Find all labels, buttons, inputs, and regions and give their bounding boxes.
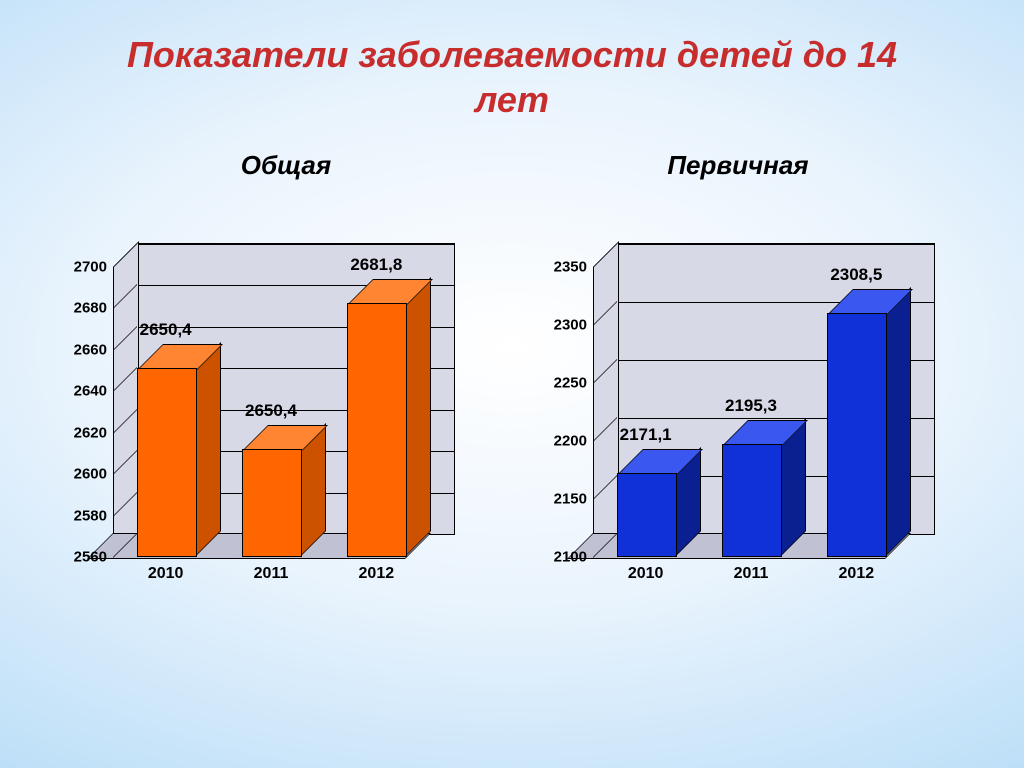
bar-side [195,342,221,557]
x-tick-label: 2010 [628,557,664,583]
bar: 2650,4 [242,451,300,557]
bar: 2195,3 [722,446,780,557]
y-tick-label: 2300 [537,317,593,334]
charts-row: 256025802600262026402660268027002650,420… [0,221,1024,601]
bar-value-label: 2171,1 [620,425,672,445]
x-tick-label: 2012 [359,557,395,583]
y-tick-label: 2200 [537,433,593,450]
y-tick-label: 2580 [57,507,113,524]
bar-value-label: 2650,4 [245,401,297,421]
x-tick-label: 2010 [148,557,184,583]
page-title: Показатели заболеваемости детей до 14 ле… [0,0,1024,122]
y-tick-label: 2660 [57,341,113,358]
chart-total: 256025802600262026402660268027002650,420… [57,221,487,601]
bar-value-label: 2681,8 [350,255,402,275]
bar: 2650,4 [137,370,195,557]
bar-front [827,313,887,557]
y-tick-label: 2620 [57,424,113,441]
bar-value-label: 2195,3 [725,396,777,416]
bar: 2171,1 [617,475,675,557]
y-tick-label: 2700 [57,259,113,276]
bar-front [137,368,197,557]
y-tick-label: 2100 [537,549,593,566]
chart-side-wall [593,241,619,559]
y-tick-label: 2250 [537,375,593,392]
y-tick-label: 2640 [57,383,113,400]
bar-front [347,303,407,557]
bar-front [722,444,782,557]
x-tick-label: 2011 [254,557,289,583]
bar-side [885,287,911,557]
y-tick-label: 2350 [537,259,593,276]
gridline [618,244,934,245]
y-tick-label: 2680 [57,300,113,317]
gridline [138,244,454,245]
x-tick-label: 2012 [839,557,875,583]
y-tick-label: 2560 [57,549,113,566]
title-line2: лет [475,79,549,120]
title-line1: Показатели заболеваемости детей до 14 [127,34,897,75]
x-tick-label: 2011 [734,557,769,583]
bar-front [617,473,677,557]
bar: 2308,5 [827,315,885,557]
bar-value-label: 2650,4 [140,320,192,340]
bar-value-label: 2308,5 [830,265,882,285]
bar: 2681,8 [347,305,405,557]
bar-side [405,277,431,557]
y-tick-label: 2600 [57,466,113,483]
y-tick-label: 2150 [537,491,593,508]
bar-front [242,449,302,557]
subtitle-right: Первичная [512,150,964,181]
chart-primary: 2100215022002250230023502171,120102195,3… [537,221,967,601]
subtitles-row: Общая Первичная [0,150,1024,181]
subtitle-left: Общая [60,150,512,181]
